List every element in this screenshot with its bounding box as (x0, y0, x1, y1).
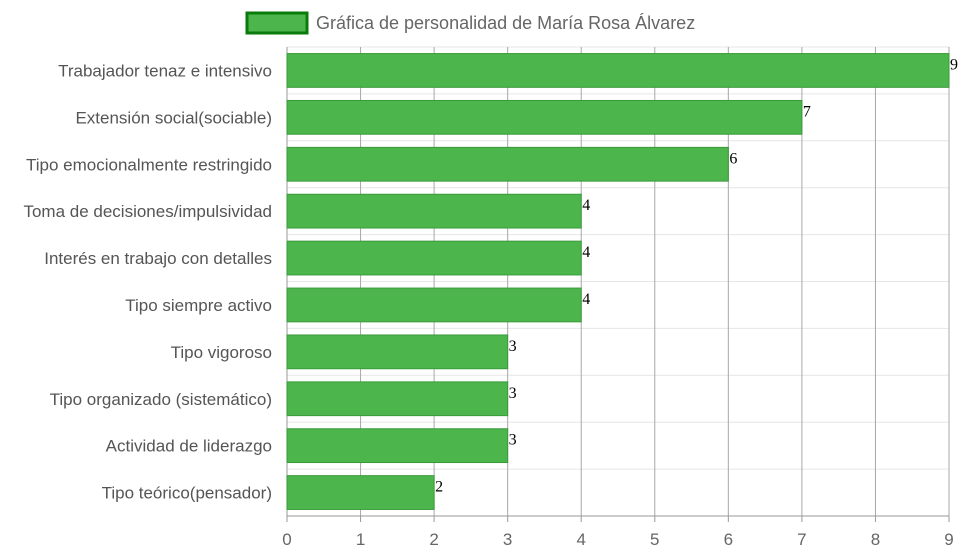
value-labels: 9 7 6 4 4 4 3 3 3 2 (435, 56, 958, 495)
x-tick-label: 0 (282, 530, 291, 549)
x-tick-label: 7 (797, 530, 806, 549)
bar[interactable] (286, 99, 803, 135)
data-label: 3 (509, 338, 517, 355)
data-label: 9 (950, 56, 958, 73)
data-label: 4 (582, 291, 590, 308)
x-axis: 0 1 2 3 4 5 6 7 8 9 (282, 515, 954, 549)
category-label: Interés en trabajo con detalles (44, 249, 272, 268)
legend-label: Gráfica de personalidad de María Rosa Ál… (316, 13, 695, 33)
bar[interactable] (286, 53, 950, 88)
x-tick-label: 4 (576, 530, 585, 549)
bars (286, 53, 950, 510)
legend-swatch (245, 11, 309, 35)
category-label: Tipo organizado (sistemático) (50, 390, 272, 409)
x-tick-label: 2 (429, 530, 438, 549)
x-tick-label: 9 (944, 530, 953, 549)
category-label: Toma de decisiones/impulsividad (23, 202, 272, 221)
bar[interactable] (286, 240, 582, 276)
x-tick-label: 6 (724, 530, 733, 549)
bar[interactable] (286, 334, 509, 370)
data-label: 4 (582, 197, 590, 214)
category-label: Actividad de liderazgo (106, 437, 272, 456)
category-label: Tipo emocionalmente restringido (26, 155, 272, 174)
data-label: 2 (435, 479, 443, 496)
bar[interactable] (286, 193, 582, 229)
category-label: Tipo siempre activo (125, 296, 272, 315)
data-label: 4 (582, 244, 590, 261)
bar[interactable] (286, 287, 582, 323)
data-label: 7 (803, 103, 811, 120)
category-label: Tipo vigoroso (171, 343, 272, 362)
bar[interactable] (286, 381, 509, 417)
x-tick-label: 3 (503, 530, 512, 549)
data-label: 6 (729, 150, 737, 167)
category-labels: Trabajador tenaz e intensivo Extensión so… (23, 61, 272, 502)
data-label: 3 (509, 385, 517, 402)
bar[interactable] (286, 428, 509, 464)
bar[interactable] (286, 475, 435, 510)
category-label: Tipo teórico(pensador) (102, 484, 272, 503)
bar[interactable] (286, 146, 729, 182)
category-label: Trabajador tenaz e intensivo (58, 61, 272, 80)
x-tick-label: 1 (356, 530, 365, 549)
x-tick-label: 8 (871, 530, 880, 549)
x-tick-label: 5 (650, 530, 659, 549)
category-label: Extensión social(sociable) (75, 108, 272, 127)
data-label: 3 (509, 432, 517, 449)
legend[interactable]: Gráfica de personalidad de María Rosa Ál… (245, 11, 695, 35)
